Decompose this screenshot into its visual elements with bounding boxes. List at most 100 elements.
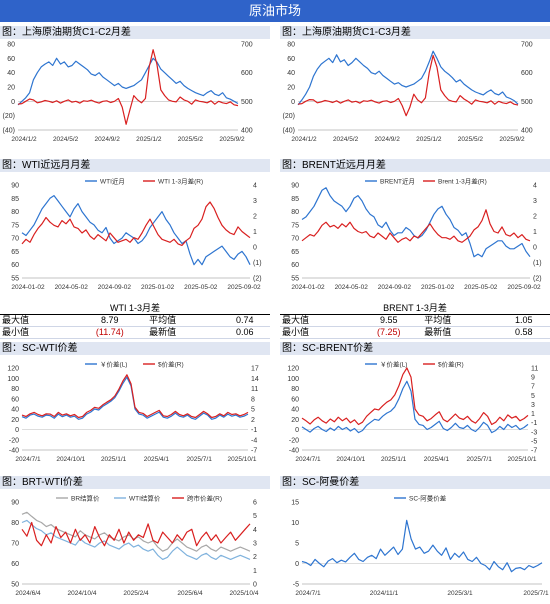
x-tick-label: 2024/10/4 <box>68 590 97 597</box>
y-tick-label-right: (2) <box>533 276 542 283</box>
y-tick-label-left: -40 <box>9 448 19 455</box>
y-tick-label-left: 120 <box>7 366 19 373</box>
x-tick-label: 2025/1/1 <box>381 456 407 463</box>
x-tick-label: 2025/10/1 <box>508 456 537 463</box>
y-tick-label-left: 75 <box>291 222 299 229</box>
x-tick-label: 2025-01-02 <box>421 284 455 291</box>
chart-header: 图：上海原油期货C1-C2月差 <box>0 26 270 39</box>
stat-label: 最小值 <box>280 326 356 339</box>
y-tick-label-right: 3 <box>531 402 535 409</box>
y-tick-label-right: -1 <box>251 427 257 434</box>
y-tick-label-left: 70 <box>11 236 19 243</box>
x-tick-label: 2024-09-02 <box>98 284 132 291</box>
y-tick-label-right: 2 <box>533 214 537 221</box>
y-tick-label-right: 4 <box>253 183 257 190</box>
x-tick-label: 2025-09-02 <box>507 284 541 291</box>
x-tick-label: 2025/7/1 <box>467 456 493 463</box>
series-line <box>21 511 251 552</box>
y-tick-label-right: 1 <box>253 568 257 575</box>
legend-label: BR结算价 <box>71 494 100 503</box>
legend-label: 跨市价差(R) <box>187 494 222 503</box>
legend-label: Brent 1-3月差(R) <box>438 177 487 186</box>
y-tick-label-left: 40 <box>7 70 15 77</box>
stat-label: 最新值 <box>422 326 498 339</box>
y-tick-label-right: 1 <box>533 229 537 236</box>
x-tick-label: 2024/6/4 <box>15 590 41 597</box>
x-tick-label: 2024/1/2 <box>11 136 37 143</box>
y-tick-label-right: -5 <box>531 438 537 445</box>
stat-value: (11.74) <box>72 326 148 339</box>
x-tick-label: 2025/1/2 <box>136 136 162 143</box>
y-tick-label-right: 5 <box>251 407 255 414</box>
y-tick-label-left: 55 <box>11 276 19 283</box>
series-line <box>21 201 251 247</box>
y-tick-label-right: 11 <box>531 366 538 373</box>
chart-header: 图：BRENT近远月月差 <box>280 159 550 172</box>
series-line <box>301 187 531 258</box>
y-tick-label-right: -7 <box>251 448 257 455</box>
x-tick-label: 2025/6/4 <box>177 590 203 597</box>
x-tick-label: 2024/11/1 <box>370 590 399 597</box>
y-tick-label-right: 17 <box>251 366 259 373</box>
stat-label: 最小值 <box>0 326 73 339</box>
y-tick-label-left: 60 <box>291 262 299 269</box>
x-tick-label: 2024-01-02 <box>291 284 325 291</box>
stat-label: 最大值 <box>0 314 73 327</box>
y-tick-label-right: 700 <box>521 42 533 49</box>
stat-value: 0.58 <box>497 326 550 339</box>
y-tick-label-right: (1) <box>533 260 542 267</box>
x-tick-label: 2024/9/2 <box>95 136 121 143</box>
series-line <box>297 50 519 106</box>
y-tick-label-left: 60 <box>287 56 295 63</box>
y-tick-label-left: 85 <box>291 196 299 203</box>
x-tick-label: 2024/1/2 <box>291 136 317 143</box>
chart-sc-c1c3: 80 60 40 20 0 (20) (40) 700 600 500 400 2024/1/2 202… <box>283 42 533 144</box>
x-tick-label: 2025/3/1 <box>447 590 473 597</box>
chart-sc-c1c2: 80 60 40 20 0 (20) (40) 700 600 500 400 2024/1/2 202… <box>3 42 253 144</box>
y-tick-label-left: 5 <box>295 541 299 548</box>
y-tick-label-left: 75 <box>11 222 19 229</box>
y-tick-label-right: 2 <box>253 214 257 221</box>
chart-header: 图：SC-WTI价差 <box>0 342 270 355</box>
x-tick-label: 2025/7/1 <box>187 456 213 463</box>
chart-header: 图：上海原油期货C1-C3月差 <box>280 26 550 39</box>
x-tick-label: 2024-09-02 <box>378 284 412 291</box>
y-tick-label-left: 120 <box>287 366 299 373</box>
x-tick-label: 2025/7/1 <box>523 590 549 597</box>
series-line <box>21 519 251 561</box>
y-tick-label-right: 500 <box>521 99 533 106</box>
chart-header: 图：WTI近远月月差 <box>0 159 270 172</box>
stat-value: 0.06 <box>219 326 270 339</box>
chart-header: 图：BRT-WTI价差 <box>0 476 270 489</box>
stat-value: 1.05 <box>497 314 550 327</box>
y-tick-label-right: 5 <box>253 513 257 520</box>
series-line <box>21 376 249 420</box>
x-tick-label: 2025-05-02 <box>184 284 218 291</box>
y-tick-label-left: 80 <box>11 209 19 216</box>
y-tick-label-right: 400 <box>241 128 253 135</box>
y-tick-label-right: 9 <box>531 375 535 382</box>
legend-label: WTI 1-3月差(R) <box>158 177 203 186</box>
stats-brent: BRENT 1-3月差 最大值 9.55 平均值 1.05 最小值 (7.25)… <box>280 302 550 339</box>
stat-label: 平均值 <box>422 314 498 327</box>
y-tick-label-left: 100 <box>7 376 19 383</box>
y-tick-label-left: 80 <box>11 520 19 527</box>
x-tick-label: 2025/10/4 <box>230 590 259 597</box>
series-line <box>301 367 529 426</box>
y-tick-label-right: 3 <box>253 198 257 205</box>
y-tick-label-left: 0 <box>15 427 19 434</box>
y-tick-label-right: 3 <box>533 198 537 205</box>
y-tick-label-right: 1 <box>253 229 257 236</box>
banner: 原油市场 <box>0 0 550 22</box>
y-tick-label-right: (1) <box>253 260 262 267</box>
series-line <box>301 519 543 573</box>
x-tick-label: 2025/5/2 <box>178 136 204 143</box>
stat-label: 平均值 <box>147 314 220 327</box>
stat-value: 9.55 <box>355 314 423 327</box>
x-tick-label: 2024/7/1 <box>295 456 321 463</box>
y-tick-label-left: 80 <box>7 42 15 49</box>
y-tick-label-left: (40) <box>283 128 295 135</box>
y-tick-label-right: 500 <box>241 99 253 106</box>
y-tick-label-right: 6 <box>253 500 257 507</box>
